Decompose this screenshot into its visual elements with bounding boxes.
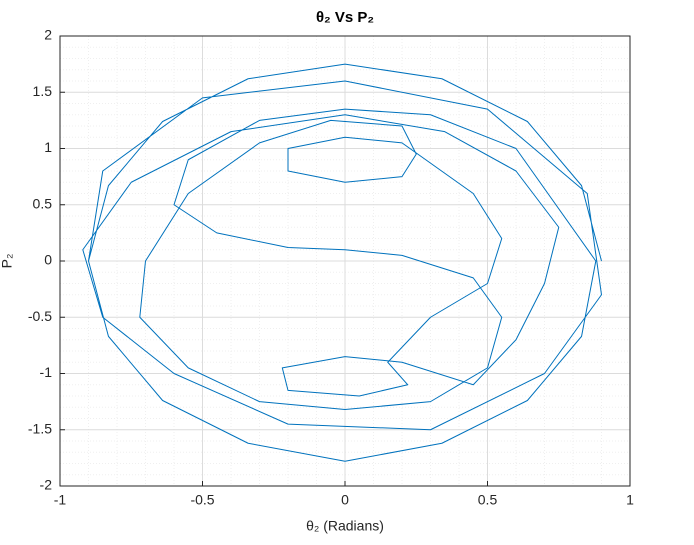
y-tick-label: -1.5 [28, 420, 52, 436]
y-tick-label: -0.5 [28, 308, 52, 324]
y-tick-label: -2 [40, 477, 53, 493]
x-tick-label: 1 [626, 492, 634, 508]
y-tick-label: 2 [44, 27, 52, 43]
axes-box [59, 35, 631, 487]
x-tick-label: 0.5 [478, 492, 498, 508]
y-tick-label: 0.5 [33, 195, 53, 211]
x-tick-label: -1 [54, 492, 67, 508]
x-tick-label: -0.5 [190, 492, 214, 508]
x-axis-label: θ₂ (Radians) [306, 518, 384, 534]
chart-title: θ₂ Vs P₂ [316, 9, 374, 26]
x-tick-label: 0 [341, 492, 349, 508]
y-tick-label: 1 [44, 139, 52, 155]
y-tick-label: -1 [40, 364, 53, 380]
y-axis-label: P₂ [0, 254, 15, 269]
y-tick-label: 1.5 [33, 83, 53, 99]
trajectory-line [82, 63, 602, 462]
y-tick-label: 0 [44, 252, 52, 268]
